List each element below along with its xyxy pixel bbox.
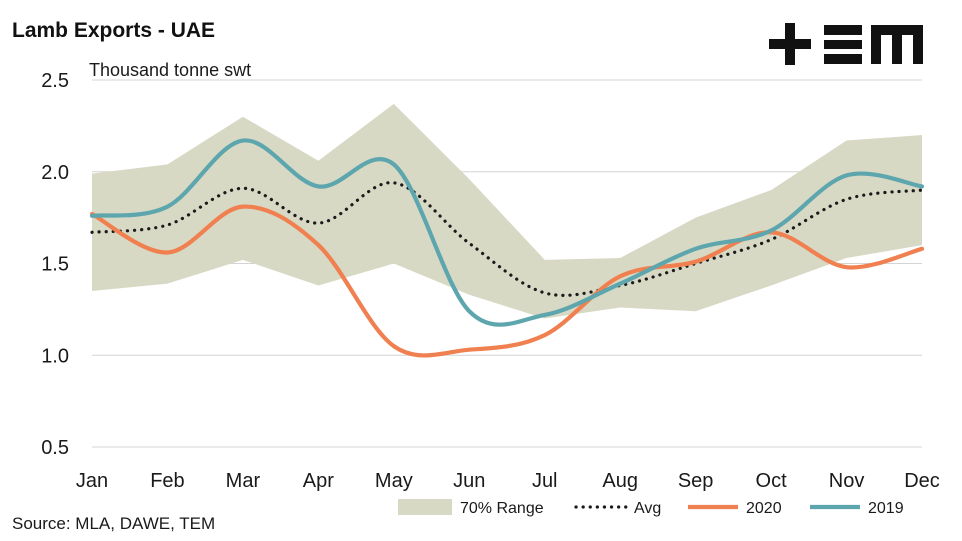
tem-logo <box>769 23 923 65</box>
legend: 70% Range Avg 2020 2019 <box>398 499 904 517</box>
x-tick-label: Feb <box>150 470 184 492</box>
legend-label-range: 70% Range <box>460 500 544 517</box>
chart-subtitle: Thousand tonne swt <box>89 60 251 80</box>
x-tick-label: May <box>375 470 413 492</box>
x-tick-label: Apr <box>303 470 334 492</box>
y-tick-label: 2.5 <box>41 70 69 92</box>
logo-letter-e <box>824 25 862 64</box>
x-tick-label: Aug <box>602 470 638 492</box>
legend-label-avg: Avg <box>634 500 661 517</box>
source-note: Source: MLA, DAWE, TEM <box>12 514 215 533</box>
x-tick-label: Jul <box>532 470 558 492</box>
series-line-avg <box>90 181 924 297</box>
y-tick-label: 1.5 <box>41 254 69 276</box>
x-tick-label: Mar <box>226 470 261 492</box>
x-tick-label: Jan <box>76 470 108 492</box>
y-axis: 0.5 1.0 1.5 2.0 2.5 <box>41 70 69 459</box>
x-tick-label: Jun <box>453 470 485 492</box>
x-tick-label: Sep <box>678 470 714 492</box>
y-tick-label: 1.0 <box>41 345 69 367</box>
logo-letter-m <box>871 25 923 64</box>
y-tick-label: 0.5 <box>41 437 69 459</box>
x-axis: Jan Feb Mar Apr May Jun Jul Aug Sep Oct Nov Dec <box>76 470 940 492</box>
series-line-2019 <box>89 138 925 327</box>
x-tick-label: Dec <box>904 470 940 492</box>
plus-icon <box>769 23 811 65</box>
series-layer <box>89 138 925 358</box>
chart-title: Lamb Exports - UAE <box>12 19 215 42</box>
legend-label-2020: 2020 <box>746 500 782 517</box>
x-tick-label: Nov <box>829 470 865 492</box>
legend-swatch-range <box>398 499 452 515</box>
x-tick-label: Oct <box>756 470 788 492</box>
range-band-layer <box>92 103 922 319</box>
range-band-area <box>92 103 922 319</box>
y-tick-label: 2.0 <box>41 162 69 184</box>
legend-label-2019: 2019 <box>868 500 904 517</box>
